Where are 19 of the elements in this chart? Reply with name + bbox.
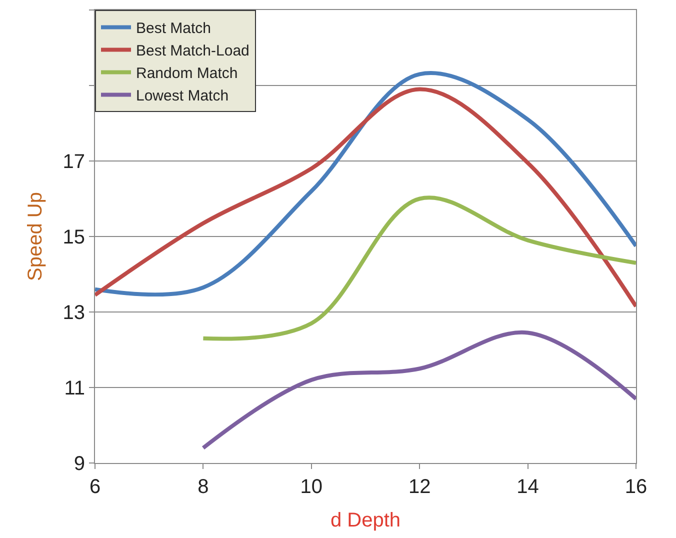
x-tick-label: 14	[516, 476, 539, 498]
x-tick-label: 6	[89, 476, 101, 498]
legend-label: Best Match	[136, 20, 212, 38]
y-tick-label: 17	[62, 151, 85, 173]
y-tick-label: 11	[64, 378, 85, 400]
y-tick-label: 13	[62, 302, 85, 324]
x-axis-title: d Depth	[330, 510, 401, 532]
x-tick-label: 16	[624, 476, 648, 498]
legend-label: Random Match	[136, 65, 238, 82]
x-tick-label: 10	[300, 476, 323, 498]
y-tick-label: 9	[74, 453, 85, 475]
y-axis-title: Speed Up	[24, 192, 46, 281]
line-series	[201, 330, 636, 450]
legend-label: Best Match-Load	[136, 42, 250, 60]
y-tick-label: 15	[62, 226, 85, 248]
legend-label: Lowest Match	[136, 88, 229, 105]
x-tick-label: 8	[198, 476, 209, 498]
x-tick-label: 12	[408, 476, 431, 498]
line-series	[201, 196, 636, 341]
